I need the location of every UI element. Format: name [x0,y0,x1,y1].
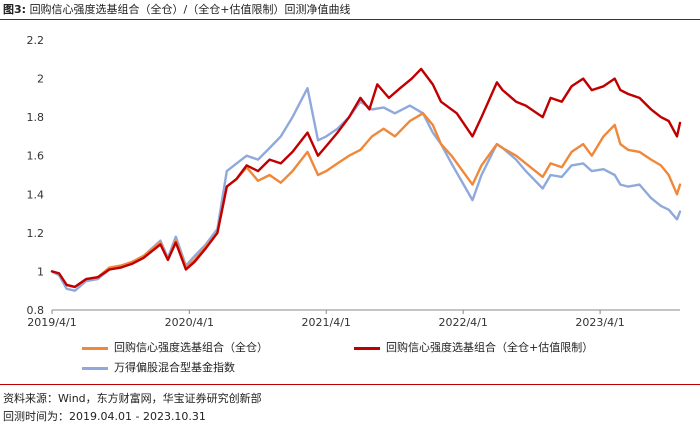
x-tick-label: 2021/4/1 [302,316,351,329]
y-tick-label: 2.2 [27,34,45,47]
backtest-period: 回测时间为：2019.04.01 - 2023.10.31 [3,410,206,423]
series-line-index [50,86,682,292]
figure-label: 图3: [3,3,27,16]
legend-swatch-valuation [354,346,380,350]
legend-item-valuation: 回购信心强度选基组合（全仓+估值限制） [354,341,593,355]
legend-swatch-index [82,366,108,370]
x-tick-label: 2020/4/1 [165,316,214,329]
legend-item-full: 回购信心强度选基组合（全仓） [82,341,268,355]
legend-label-full: 回购信心强度选基组合（全仓） [114,341,268,354]
y-tick-label: 1.2 [27,227,45,240]
legend-label-valuation: 回购信心强度选基组合（全仓+估值限制） [386,341,594,354]
figure-title-bar: 图3: 回购信心强度选基组合（全仓）/（全仓+估值限制）回测净值曲线 [0,0,700,20]
y-tick-label: 1.6 [27,150,45,163]
y-tick-label: 1.4 [27,188,45,201]
y-tick-label: 1 [37,265,44,278]
x-tick-label: 2023/4/1 [575,316,624,329]
legend-swatch-full [82,346,108,350]
chart-legend: 回购信心强度选基组合（全仓） 回购信心强度选基组合（全仓+估值限制） 万得偏股混… [82,335,682,377]
figure-footer: 资料来源：Wind，东方财富网，华宝证券研究创新部 回测时间为：2019.04.… [0,384,700,429]
line-chart: 0.8 1 1.2 1.4 1.6 1.8 2 2.2 2019/4/1 2020/4/1 2021… [27,34,682,329]
y-tick-label: 0.8 [27,304,45,317]
legend-label-index: 万得偏股混合型基金指数 [114,361,235,374]
series-line-valuation [50,67,682,289]
figure-title: 回购信心强度选基组合（全仓）/（全仓+估值限制）回测净值曲线 [29,3,351,16]
chart-axes: 0.8 1 1.2 1.4 1.6 1.8 2 2.2 2019/4/1 2020/4/1 2021… [27,34,680,329]
series-line-full [50,112,682,289]
x-tick-label: 2022/4/1 [438,316,487,329]
y-tick-label: 2 [37,73,44,86]
source-note: 资料来源：Wind，东方财富网，华宝证券研究创新部 [3,392,262,405]
legend-item-index: 万得偏股混合型基金指数 [82,361,235,375]
x-tick-label: 2019/4/1 [27,316,76,329]
y-tick-label: 1.8 [27,111,45,124]
chart-series [50,67,682,292]
